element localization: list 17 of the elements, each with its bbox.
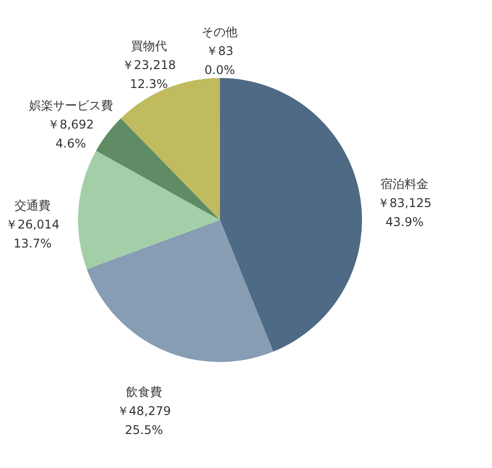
slice-label: 宿泊料金 [380, 177, 429, 192]
pie-slice [120, 78, 220, 220]
slice-label: 交通費 [14, 198, 51, 212]
data-label: ￥83 0.0% [204, 44, 235, 77]
data-label: ￥8,692 4.6% [48, 118, 94, 151]
pie-slice [78, 150, 220, 270]
data-label: ￥83,125 43.9% [378, 196, 432, 230]
pie-slice [96, 118, 220, 220]
pie-slice [86, 220, 274, 362]
slice-label: 買物代 [130, 38, 167, 53]
pie-slice [220, 78, 362, 352]
data-label: ￥48,279 25.5% [116, 404, 171, 437]
data-label: ￥26,014 13.7% [6, 217, 60, 250]
slice-label: 飲食費 [126, 384, 162, 399]
slice-label: その他 [202, 25, 238, 39]
slice-label: 娯楽サービス費 [28, 98, 113, 113]
data-label: ￥23,218 12.3% [122, 58, 176, 91]
